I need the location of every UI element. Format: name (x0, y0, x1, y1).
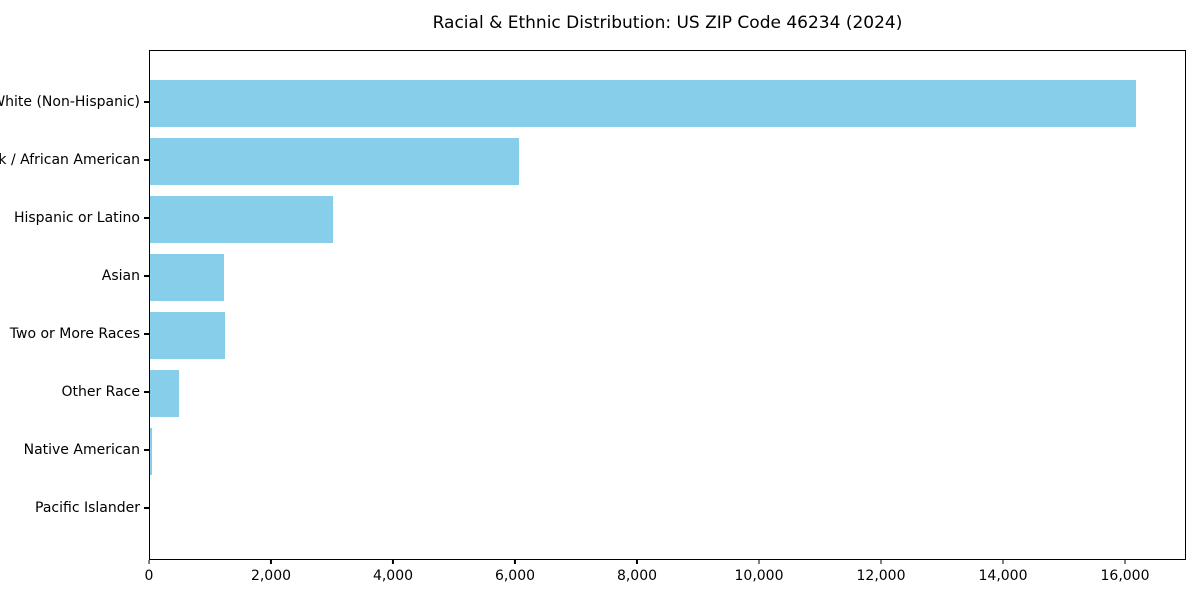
y-tick-label: Pacific Islander (35, 500, 140, 516)
bar-row-pacific-islander (150, 480, 1185, 538)
x-tick-mark (758, 560, 760, 564)
bar-row-hispanic-or-latino (150, 190, 1185, 248)
bar-two-or-more-races (150, 311, 225, 359)
y-axis-labels: White (Non-Hispanic) Black / African Amer… (0, 50, 149, 560)
y-tick-row-black-african-american: Black / African American (0, 131, 149, 189)
y-tick-mark (144, 333, 149, 335)
y-tick-row-native-american: Native American (0, 421, 149, 479)
bar-row-white-non-hispanic (150, 74, 1185, 132)
chart-title: Racial & Ethnic Distribution: US ZIP Cod… (432, 13, 903, 33)
x-tick-2000: 2,000 (251, 560, 291, 584)
x-tick-label: 14,000 (978, 568, 1028, 584)
y-tick-row-hispanic-or-latino: Hispanic or Latino (0, 189, 149, 247)
y-tick-label: White (Non-Hispanic) (0, 94, 140, 110)
y-tick-mark (144, 275, 149, 277)
x-tick-10000: 10,000 (735, 560, 784, 584)
x-tick-mark (636, 560, 638, 564)
bar-asian (150, 253, 225, 301)
y-tick-label: Two or More Races (9, 326, 140, 342)
bar-row-other-race (150, 364, 1185, 422)
x-tick-label: 0 (144, 568, 154, 584)
y-tick-label: Asian (101, 268, 140, 284)
x-tick-12000: 12,000 (857, 560, 906, 584)
bar-rows (150, 51, 1185, 559)
y-tick-mark (144, 101, 149, 103)
x-tick-mark (880, 560, 882, 564)
y-tick-mark (144, 449, 149, 451)
x-tick-6000: 6,000 (495, 560, 535, 584)
plot-area (149, 50, 1186, 560)
y-tick-label: Native American (23, 442, 140, 458)
y-tick-mark (144, 391, 149, 393)
x-tick-4000: 4,000 (373, 560, 413, 584)
x-tick-label: 4,000 (372, 568, 414, 584)
x-tick-14000: 14,000 (979, 560, 1028, 584)
y-tick-label: Black / African American (0, 152, 140, 168)
x-tick-mark (392, 560, 394, 564)
y-tick-mark (144, 159, 149, 161)
y-tick-label: Hispanic or Latino (13, 210, 140, 226)
x-tick-mark (1124, 560, 1126, 564)
x-tick-8000: 8,000 (617, 560, 657, 584)
bar-native-american (150, 427, 153, 475)
bar-hispanic-or-latino (150, 195, 334, 243)
bar-row-asian (150, 248, 1185, 306)
x-tick-mark (148, 560, 150, 564)
x-tick-mark (1002, 560, 1004, 564)
y-tick-row-pacific-islander: Pacific Islander (0, 479, 149, 537)
bar-black-african-american (150, 137, 519, 185)
y-tick-mark (144, 217, 149, 219)
x-tick-label: 2,000 (250, 568, 292, 584)
y-tick-row-two-or-more-races: Two or More Races (0, 305, 149, 363)
y-tick-row-asian: Asian (0, 247, 149, 305)
x-tick-label: 16,000 (1100, 568, 1150, 584)
bar-row-two-or-more-races (150, 306, 1185, 364)
x-tick-label: 6,000 (494, 568, 536, 584)
x-tick-mark (270, 560, 272, 564)
bar-white-non-hispanic (150, 79, 1137, 127)
bar-row-native-american (150, 422, 1185, 480)
x-tick-label: 12,000 (856, 568, 906, 584)
bar-other-race (150, 369, 180, 417)
y-tick-row-white-non-hispanic: White (Non-Hispanic) (0, 73, 149, 131)
x-tick-mark (514, 560, 516, 564)
x-tick-label: 8,000 (616, 568, 658, 584)
x-tick-16000: 16,000 (1101, 560, 1150, 584)
y-tick-row-other-race: Other Race (0, 363, 149, 421)
x-tick-0: 0 (144, 560, 154, 584)
y-tick-label: Other Race (61, 384, 140, 400)
x-axis: 0 2,000 4,000 6,000 8,000 10,000 12,000 14,000 1… (145, 560, 1186, 592)
bar-row-black-african-american (150, 132, 1185, 190)
x-tick-label: 10,000 (734, 568, 784, 584)
y-tick-mark (144, 507, 149, 509)
